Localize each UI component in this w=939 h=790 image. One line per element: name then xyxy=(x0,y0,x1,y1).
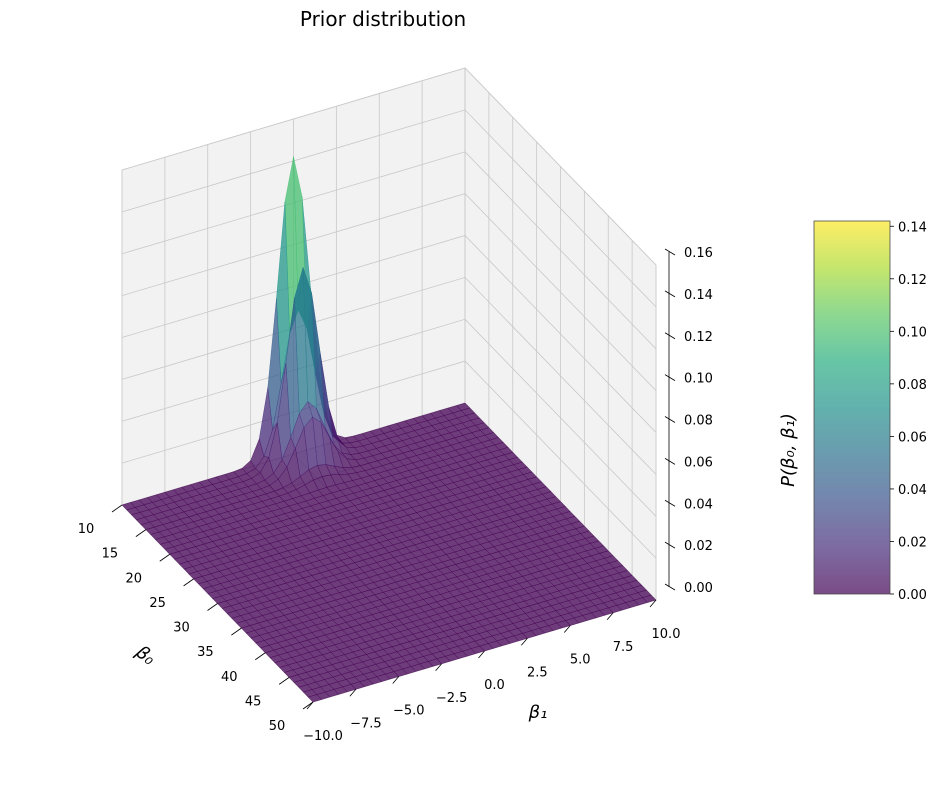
gridline xyxy=(121,276,657,475)
colorbar-tick-label: 0.06 xyxy=(898,430,927,445)
x-tick-label: 50 xyxy=(269,719,286,734)
z-tick-label: 0.00 xyxy=(684,581,713,596)
z-tick xyxy=(664,374,676,381)
x-tick xyxy=(111,504,123,513)
y-tick xyxy=(563,625,571,633)
y-tick-label: 2.5 xyxy=(527,665,548,680)
y-tick-label: −10.0 xyxy=(303,729,343,744)
colorbar-tick-label: 0.00 xyxy=(898,588,927,603)
gridline xyxy=(121,109,657,308)
axes-ticks: 10 15 20 25 30 35 40 45 50 −10.0 −7.5 −5.0 −2.5 0.0 2.… xyxy=(78,246,713,744)
y-tick xyxy=(435,663,442,672)
x-tick xyxy=(255,652,266,661)
z-tick xyxy=(664,248,676,256)
x-tick-label: 20 xyxy=(125,571,142,586)
x-tick-label: 25 xyxy=(149,596,166,611)
y-tick xyxy=(478,650,485,659)
chart-title: Prior distribution xyxy=(300,7,466,31)
y-tick xyxy=(306,701,314,710)
z-tick xyxy=(664,332,676,340)
gridline xyxy=(121,193,657,391)
colorbar-tick-label: 0.08 xyxy=(898,378,927,393)
y-tick-label: 0.0 xyxy=(484,678,505,693)
x-tick-label: 45 xyxy=(245,694,262,709)
x-tick xyxy=(183,578,194,587)
z-tick xyxy=(664,499,676,507)
z-tick-label: 0.04 xyxy=(684,497,713,512)
colorbar xyxy=(813,220,891,595)
y-tick-label: −7.5 xyxy=(350,716,382,731)
z-tick-label: 0.08 xyxy=(684,414,713,429)
z-tick xyxy=(664,583,676,591)
z-tick xyxy=(664,416,676,423)
z-tick xyxy=(664,290,676,298)
z-axis-label: P(β₀, β₁) xyxy=(778,413,799,487)
gridline xyxy=(121,318,657,517)
gridline xyxy=(121,235,657,433)
z-tick-label: 0.16 xyxy=(684,246,713,261)
x-tick xyxy=(135,529,147,537)
y-tick-label: −2.5 xyxy=(436,691,468,706)
z-tick xyxy=(664,458,676,465)
z-tick-label: 0.10 xyxy=(684,372,713,387)
x-tick-label: 40 xyxy=(221,670,238,685)
y-tick xyxy=(349,688,357,697)
x-tick xyxy=(302,701,314,710)
x-tick-label: 10 xyxy=(78,522,95,537)
y-tick-label: 7.5 xyxy=(613,640,634,655)
x-tick xyxy=(278,677,290,685)
surface-facet xyxy=(307,694,322,703)
y-tick xyxy=(606,612,614,621)
colorbar-tick-label: 0.14 xyxy=(898,220,927,235)
y-tick-label: −5.0 xyxy=(393,704,425,719)
z-tick-label: 0.14 xyxy=(684,288,713,303)
x-tick xyxy=(159,553,170,562)
y-tick-label: 10.0 xyxy=(652,627,681,642)
surface-plot xyxy=(121,156,657,703)
colorbar-tick-label: 0.12 xyxy=(898,273,927,288)
x-tick xyxy=(207,603,218,611)
z-tick xyxy=(664,541,676,549)
y-axis-label: β₁ xyxy=(528,702,548,723)
x-tick-label: 30 xyxy=(173,621,190,636)
colorbar-tick-label: 0.04 xyxy=(898,483,927,498)
x-axis-label: β₀ xyxy=(131,641,159,670)
y-tick xyxy=(521,637,528,646)
z-tick-label: 0.06 xyxy=(684,455,713,470)
y-tick xyxy=(392,676,400,684)
z-tick-label: 0.02 xyxy=(684,539,713,554)
colorbar-ticks: 0.00 0.02 0.04 0.06 0.08 0.10 0.12 0.14 xyxy=(890,220,927,603)
z-tick-label: 0.12 xyxy=(684,330,713,345)
y-tick xyxy=(649,599,657,608)
x-tick-label: 15 xyxy=(102,547,119,562)
gridline xyxy=(121,360,657,559)
gridline xyxy=(121,151,657,350)
colorbar-tick-label: 0.10 xyxy=(898,325,927,340)
gridline xyxy=(121,67,657,266)
x-tick-label: 35 xyxy=(197,645,214,660)
x-tick xyxy=(231,627,242,636)
y-tick-label: 5.0 xyxy=(570,653,591,668)
colorbar-tick-label: 0.02 xyxy=(898,535,927,550)
